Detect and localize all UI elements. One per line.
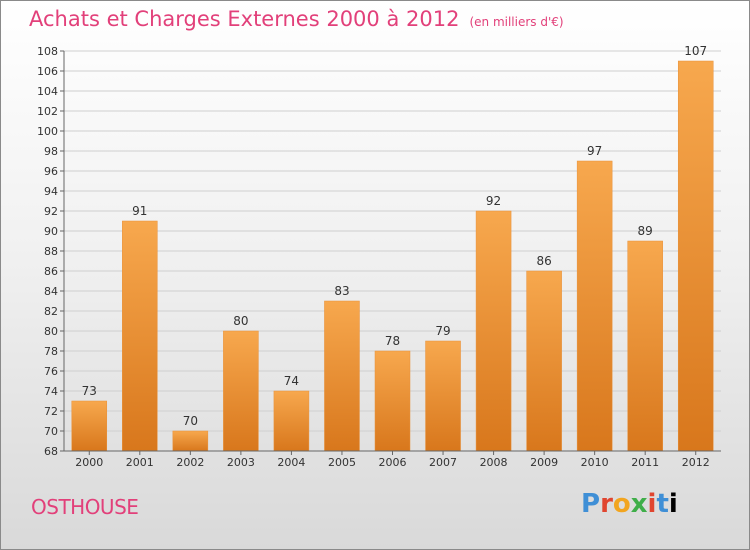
y-tick-label: 102 (37, 105, 58, 118)
x-tick-label-2008: 2008 (480, 456, 508, 469)
y-tick-label: 86 (44, 265, 58, 278)
title-text: Achats et Charges Externes 2000 à 2012 (29, 7, 460, 31)
data-label-2002: 70 (183, 414, 198, 428)
bar-2004 (273, 390, 310, 452)
bar-2006 (374, 350, 411, 452)
y-tick-label: 80 (44, 325, 58, 338)
y-tick-label: 104 (37, 85, 58, 98)
data-label-2001: 91 (132, 204, 147, 218)
x-tick-label-2011: 2011 (631, 456, 659, 469)
y-tick-label: 94 (44, 185, 58, 198)
bar-2010 (576, 160, 613, 452)
bar-2008 (475, 210, 512, 452)
x-tick-label-2012: 2012 (682, 456, 710, 469)
x-tick-label-2002: 2002 (176, 456, 204, 469)
data-label-2010: 97 (587, 144, 602, 158)
data-label-2000: 73 (82, 384, 97, 398)
data-label-2003: 80 (233, 314, 248, 328)
x-tick-label-2001: 2001 (126, 456, 154, 469)
x-tick-label-2005: 2005 (328, 456, 356, 469)
bar-2003 (223, 330, 259, 452)
bar-2000 (71, 400, 108, 452)
data-label-2007: 79 (435, 324, 450, 338)
y-tick-label: 70 (44, 425, 58, 438)
data-label-2012: 107 (684, 44, 707, 58)
bar-2001 (122, 220, 158, 452)
y-tick-label: 84 (44, 285, 58, 298)
bar-2007 (425, 340, 461, 452)
y-tick-label: 88 (44, 245, 58, 258)
x-tick-label-2006: 2006 (379, 456, 407, 469)
bar-2005 (324, 300, 360, 452)
data-label-2004: 74 (284, 374, 299, 388)
bar-2009 (526, 270, 562, 452)
x-tick-label-2003: 2003 (227, 456, 255, 469)
y-tick-label: 100 (37, 125, 58, 138)
bar-2012 (677, 60, 714, 452)
bar-2002 (172, 430, 209, 452)
bar-2011 (627, 240, 663, 452)
location-name: OSTHOUSE (31, 495, 139, 519)
y-tick-label: 98 (44, 145, 58, 158)
unit-text: (en milliers d'€) (469, 15, 564, 29)
y-tick-label: 68 (44, 445, 58, 458)
y-tick-label: 72 (44, 405, 58, 418)
y-tick-label: 78 (44, 345, 58, 358)
data-label-2011: 89 (638, 224, 653, 238)
x-tick-label-2010: 2010 (581, 456, 609, 469)
y-tick-label: 74 (44, 385, 58, 398)
y-tick-label: 76 (44, 365, 58, 378)
data-label-2006: 78 (385, 334, 400, 348)
y-axis: 68 70 72 74 76 78 80 82 84 86 88 90 92 94 96 98 100 102 10… (37, 45, 65, 458)
y-tick-label: 82 (44, 305, 58, 318)
data-label-2005: 83 (334, 284, 349, 298)
x-tick-label-2000: 2000 (75, 456, 103, 469)
bars: 73 91 70 80 74 83 78 79 92 86 97 89 107 (71, 44, 714, 452)
x-tick-label-2007: 2007 (429, 456, 457, 469)
chart-title: Achats et Charges Externes 2000 à 2012 (e… (29, 7, 564, 31)
y-tick-label: 90 (44, 225, 58, 238)
y-tick-label: 92 (44, 205, 58, 218)
y-tick-label: 96 (44, 165, 58, 178)
y-tick-label: 108 (37, 45, 58, 58)
data-label-2008: 92 (486, 194, 501, 208)
data-label-2009: 86 (536, 254, 551, 268)
y-tick-label: 106 (37, 65, 58, 78)
proxiti-logo[interactable]: Proxiti (581, 489, 678, 519)
x-axis: 2000 2001 2002 2003 2004 2005 2006 2007 2008 2009… (64, 450, 721, 469)
x-tick-label-2004: 2004 (277, 456, 305, 469)
x-tick-label-2009: 2009 (530, 456, 558, 469)
